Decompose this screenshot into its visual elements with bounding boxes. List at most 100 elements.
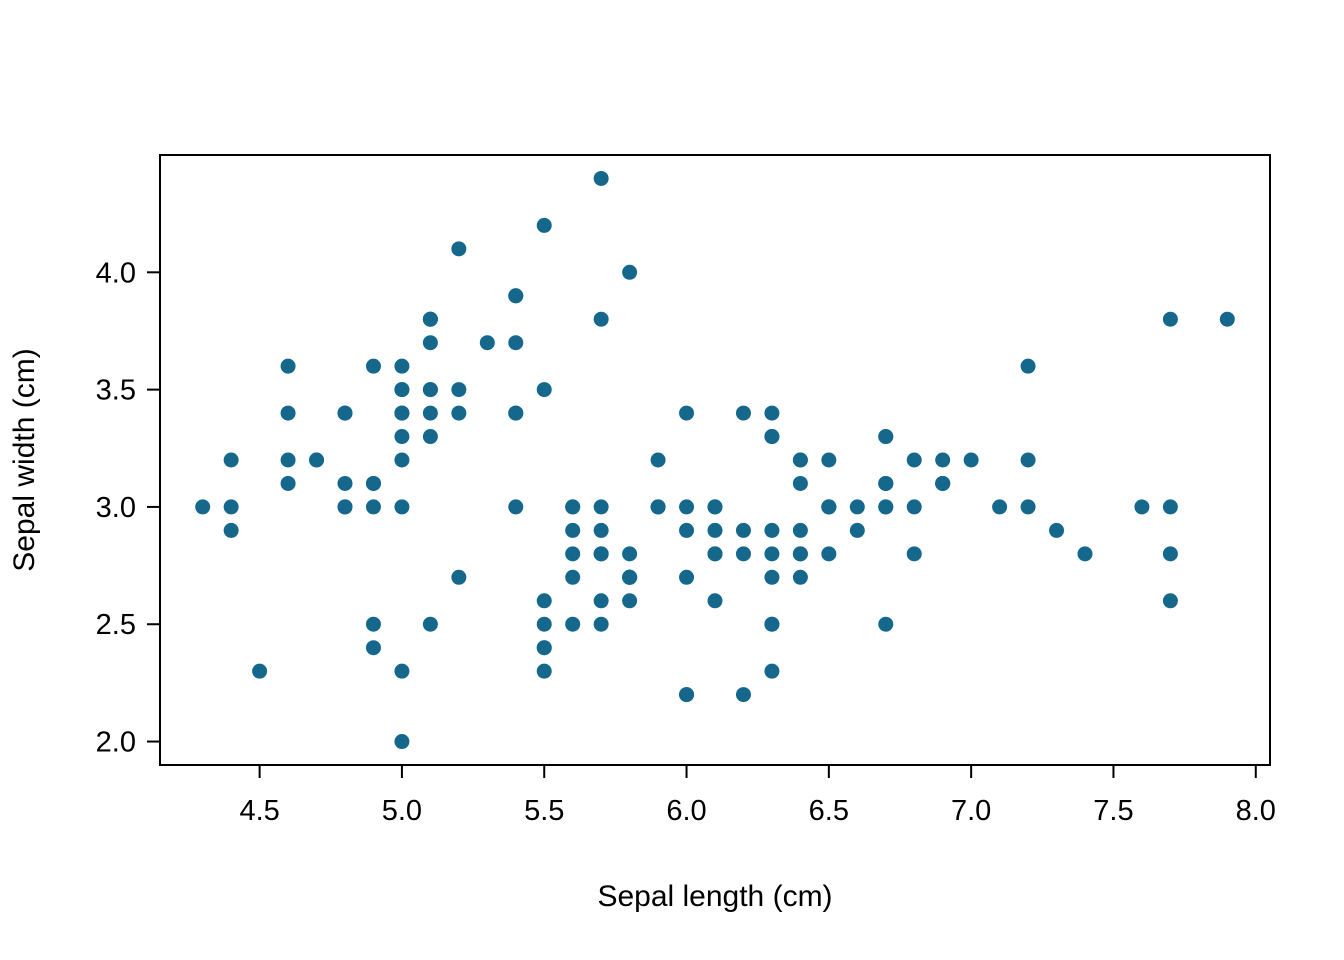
data-point bbox=[536, 382, 552, 398]
data-point bbox=[878, 475, 894, 491]
data-point bbox=[764, 522, 780, 538]
data-point bbox=[764, 616, 780, 632]
data-point bbox=[451, 405, 467, 421]
data-point bbox=[764, 546, 780, 562]
y-axis-label: Sepal width (cm) bbox=[8, 348, 41, 571]
data-point bbox=[337, 475, 353, 491]
data-point bbox=[422, 405, 438, 421]
x-tick-label: 6.0 bbox=[666, 795, 706, 827]
y-tick-label: 3.5 bbox=[96, 375, 136, 407]
data-point bbox=[422, 311, 438, 327]
data-point bbox=[593, 522, 609, 538]
data-point bbox=[280, 358, 296, 374]
data-point bbox=[536, 217, 552, 233]
data-point bbox=[707, 522, 723, 538]
data-point bbox=[679, 405, 695, 421]
data-point bbox=[422, 382, 438, 398]
x-tick-label: 7.5 bbox=[1093, 795, 1133, 827]
data-point bbox=[735, 546, 751, 562]
x-tick-label: 8.0 bbox=[1236, 795, 1276, 827]
data-point bbox=[764, 569, 780, 585]
data-point bbox=[394, 405, 410, 421]
data-point bbox=[906, 546, 922, 562]
data-point bbox=[565, 616, 581, 632]
data-point bbox=[735, 405, 751, 421]
data-point bbox=[536, 616, 552, 632]
data-point bbox=[1162, 499, 1178, 515]
data-point bbox=[821, 546, 837, 562]
data-point bbox=[252, 663, 268, 679]
y-tick-label: 2.5 bbox=[96, 609, 136, 641]
data-point bbox=[992, 499, 1008, 515]
data-point bbox=[792, 475, 808, 491]
data-point bbox=[280, 452, 296, 468]
data-point bbox=[280, 405, 296, 421]
data-point bbox=[735, 522, 751, 538]
data-point bbox=[223, 499, 239, 515]
data-point bbox=[593, 499, 609, 515]
data-point bbox=[451, 569, 467, 585]
data-point bbox=[679, 569, 695, 585]
y-tick-label: 2.0 bbox=[96, 727, 136, 759]
data-point bbox=[622, 569, 638, 585]
x-axis-label: Sepal length (cm) bbox=[597, 880, 832, 913]
data-point bbox=[394, 429, 410, 445]
data-point bbox=[422, 616, 438, 632]
data-point bbox=[365, 499, 381, 515]
data-point bbox=[1020, 499, 1036, 515]
data-point bbox=[508, 335, 524, 351]
data-point bbox=[878, 616, 894, 632]
data-point bbox=[963, 452, 979, 468]
data-point bbox=[365, 616, 381, 632]
data-point bbox=[1134, 499, 1150, 515]
data-point bbox=[1162, 546, 1178, 562]
data-point bbox=[935, 452, 951, 468]
data-point bbox=[792, 569, 808, 585]
data-point bbox=[309, 452, 325, 468]
data-point bbox=[479, 335, 495, 351]
data-point bbox=[508, 499, 524, 515]
data-point bbox=[536, 640, 552, 656]
data-point bbox=[707, 593, 723, 609]
data-point bbox=[764, 429, 780, 445]
data-point bbox=[707, 546, 723, 562]
data-point bbox=[593, 311, 609, 327]
data-point bbox=[1162, 311, 1178, 327]
data-point bbox=[650, 499, 666, 515]
data-point bbox=[223, 522, 239, 538]
data-point bbox=[679, 499, 695, 515]
data-point bbox=[878, 499, 894, 515]
data-point bbox=[394, 452, 410, 468]
x-tick-label: 5.0 bbox=[382, 795, 422, 827]
data-point bbox=[195, 499, 211, 515]
data-point bbox=[1162, 593, 1178, 609]
data-point bbox=[679, 522, 695, 538]
data-point bbox=[935, 475, 951, 491]
data-point bbox=[764, 405, 780, 421]
data-point bbox=[821, 499, 837, 515]
data-point bbox=[849, 499, 865, 515]
data-point bbox=[593, 170, 609, 186]
data-point bbox=[650, 452, 666, 468]
data-point bbox=[451, 382, 467, 398]
data-point bbox=[1077, 546, 1093, 562]
data-point bbox=[536, 593, 552, 609]
data-point bbox=[622, 593, 638, 609]
y-tick-label: 4.0 bbox=[96, 257, 136, 289]
x-tick-label: 6.5 bbox=[809, 795, 849, 827]
data-point bbox=[394, 358, 410, 374]
data-point bbox=[622, 264, 638, 280]
data-point bbox=[365, 358, 381, 374]
data-point bbox=[707, 499, 723, 515]
data-point bbox=[337, 499, 353, 515]
data-point bbox=[1219, 311, 1235, 327]
data-point bbox=[280, 475, 296, 491]
data-point bbox=[679, 687, 695, 703]
x-tick-label: 7.0 bbox=[951, 795, 991, 827]
data-point bbox=[394, 499, 410, 515]
data-point bbox=[792, 452, 808, 468]
data-point bbox=[508, 288, 524, 304]
data-point bbox=[849, 522, 865, 538]
data-point bbox=[1049, 522, 1065, 538]
